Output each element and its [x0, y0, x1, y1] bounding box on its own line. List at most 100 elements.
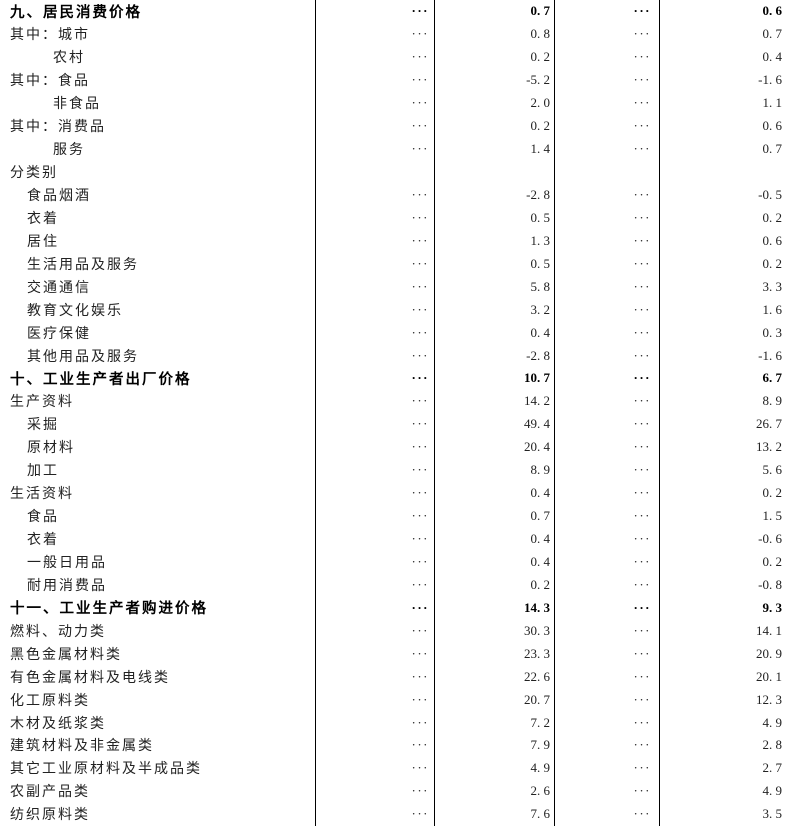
row-label: 有色金属材料及电线类: [0, 665, 316, 689]
ellipsis-cell: ···: [316, 550, 435, 574]
table-row: 生活资料 ··· 0. 4 ··· 0. 2: [0, 481, 790, 505]
ellipsis-cell: ···: [316, 688, 435, 712]
ellipsis-cell: ···: [316, 458, 435, 482]
value-col2: 0. 2: [762, 255, 783, 271]
value-col1: 4. 9: [435, 756, 555, 780]
table-row: 农副产品类 ··· 2. 6 ··· 4. 9: [0, 779, 790, 803]
ellipsis-cell: ···: [316, 596, 435, 620]
ellipsis-cell: ···: [555, 802, 660, 826]
ellipsis-cell: ···: [555, 68, 660, 92]
value-col1: 49. 4: [435, 412, 555, 436]
table-row: 农村 ··· 0. 2 ··· 0. 4: [0, 45, 790, 69]
ellipsis-cell: ···: [555, 344, 660, 367]
row-label: 采掘: [0, 412, 316, 436]
ellipsis-cell: ···: [316, 367, 435, 390]
value-col2: 0. 2: [762, 209, 783, 225]
table-row: 医疗保健 ··· 0. 4 ··· 0. 3: [0, 321, 790, 345]
value-col2: 26. 7: [756, 416, 782, 432]
ellipsis-cell: ···: [316, 711, 435, 734]
value-col2: 3. 3: [762, 278, 783, 294]
value-col1: 23. 3: [435, 642, 555, 666]
row-label: 生产资料: [0, 389, 316, 413]
value-col1: 10. 7: [435, 367, 555, 390]
row-label: 其中：城市: [0, 22, 316, 46]
table-row: 纺织原料类 ··· 7. 6 ··· 3. 5: [0, 802, 790, 826]
row-label: 农副产品类: [0, 779, 316, 803]
ellipsis-cell: ···: [316, 779, 435, 803]
table-row: 教育文化娱乐 ··· 3. 2 ··· 1. 6: [0, 298, 790, 322]
ellipsis-cell: ···: [316, 275, 435, 299]
ellipsis-cell: ···: [555, 389, 660, 413]
ellipsis-cell: ···: [555, 550, 660, 574]
table-row: 交通通信 ··· 5. 8 ··· 3. 3: [0, 275, 790, 299]
ellipsis-cell: ···: [316, 45, 435, 69]
row-label: 生活资料: [0, 481, 316, 505]
table-row: 其他用品及服务 ··· -2. 8 ··· -1. 6: [0, 344, 790, 367]
row-label: 九、居民消费价格: [0, 0, 316, 23]
value-col1: 0. 2: [435, 114, 555, 138]
value-col1: 0. 8: [435, 22, 555, 46]
value-col1: 0. 4: [435, 550, 555, 574]
table-row: 居住 ··· 1. 3 ··· 0. 6: [0, 229, 790, 253]
table-row: 衣着 ··· 0. 4 ··· -0. 6: [0, 527, 790, 551]
ellipsis-cell: ···: [316, 412, 435, 436]
ellipsis-cell: [555, 160, 660, 184]
value-col2: 2. 8: [762, 737, 783, 753]
table-row: 食品烟酒 ··· -2. 8 ··· -0. 5: [0, 183, 790, 207]
value-col2: 2. 7: [762, 760, 783, 776]
ellipsis-cell: ···: [555, 229, 660, 253]
ellipsis-cell: ···: [316, 802, 435, 826]
table-row: 十一、工业生产者购进价格 ··· 14. 3 ··· 9. 3: [0, 596, 790, 620]
value-col1: -2. 8: [435, 344, 555, 367]
value-col2: 13. 2: [756, 439, 782, 455]
ellipsis-cell: ···: [316, 206, 435, 230]
ellipsis-cell: ···: [555, 321, 660, 345]
value-col1: 0. 5: [435, 206, 555, 230]
value-col2: 1. 1: [762, 95, 783, 111]
value-col2: 4. 9: [762, 783, 783, 799]
value-col2: [660, 161, 790, 184]
value-col1: 30. 3: [435, 619, 555, 643]
row-label: 医疗保健: [0, 321, 316, 345]
value-col2: 6. 7: [762, 370, 783, 386]
value-col1: 7. 2: [435, 711, 555, 734]
value-col1: 1. 3: [435, 229, 555, 253]
value-col1: 8. 9: [435, 458, 555, 482]
value-col1: 0. 4: [435, 481, 555, 505]
ellipsis-cell: ···: [316, 734, 435, 757]
row-label: 纺织原料类: [0, 802, 316, 826]
value-col2: 20. 1: [756, 668, 782, 684]
ellipsis-cell: ···: [555, 527, 660, 551]
value-col2: -0. 6: [758, 531, 782, 547]
ellipsis-cell: ···: [316, 756, 435, 780]
row-label: 耐用消费品: [0, 573, 316, 597]
row-label: 十一、工业生产者购进价格: [0, 596, 316, 620]
ellipsis-cell: ···: [555, 665, 660, 689]
value-col1: 0. 5: [435, 252, 555, 276]
ellipsis-cell: ···: [555, 734, 660, 757]
value-col1: 14. 2: [435, 389, 555, 413]
value-col1: -5. 2: [435, 68, 555, 92]
ellipsis-cell: ···: [555, 22, 660, 46]
ellipsis-cell: ···: [316, 389, 435, 413]
value-col2: 14. 1: [756, 622, 782, 638]
table-row: 其中：食品 ··· -5. 2 ··· -1. 6: [0, 68, 790, 92]
table-row: 其中：消费品 ··· 0. 2 ··· 0. 6: [0, 114, 790, 138]
value-col2: 0. 6: [762, 232, 783, 248]
row-label: 食品烟酒: [0, 183, 316, 207]
ellipsis-cell: ···: [316, 137, 435, 161]
row-label: 其中：食品: [0, 68, 316, 92]
row-label: 衣着: [0, 527, 316, 551]
value-col2: 1. 5: [762, 508, 783, 524]
row-label: 服务: [0, 137, 316, 161]
value-col1: 0. 7: [435, 0, 555, 23]
value-col2: 0. 6: [762, 3, 783, 19]
ellipsis-cell: ···: [316, 504, 435, 528]
row-label: 交通通信: [0, 275, 316, 299]
value-col2: -1. 6: [758, 347, 782, 363]
value-col2: 5. 6: [762, 462, 783, 478]
ellipsis-cell: ···: [555, 688, 660, 712]
table-row: 其中：城市 ··· 0. 8 ··· 0. 7: [0, 22, 790, 46]
value-col1: 0. 7: [435, 504, 555, 528]
table-row: 食品 ··· 0. 7 ··· 1. 5: [0, 504, 790, 528]
